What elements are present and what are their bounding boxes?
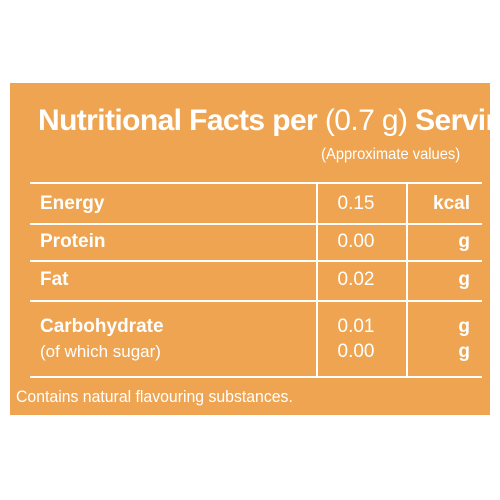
- nutrient-value: 0.00: [337, 341, 375, 362]
- nutrition-facts-panel: Nutritional Facts per (0.7 g) Serving (A…: [10, 83, 500, 415]
- table-bottom-rule: [30, 376, 482, 378]
- nutrient-unit: g: [458, 269, 470, 290]
- title-serving-size: (0.7 g): [324, 104, 408, 137]
- column-divider: [316, 182, 318, 378]
- row-divider: [30, 223, 482, 225]
- nutrient-name: Carbohydrate: [40, 316, 164, 337]
- row-divider: [30, 300, 482, 302]
- row-divider: [30, 260, 482, 262]
- title-serving: Serving: [415, 104, 500, 137]
- footer-note: Contains natural flavouring substances.: [16, 387, 293, 406]
- nutrient-name: Energy: [40, 193, 105, 214]
- nutrient-unit: g: [458, 316, 470, 337]
- nutrient-unit: g: [458, 341, 470, 362]
- title-main: Nutritional Facts per: [38, 104, 318, 137]
- nutrient-value: 0.02: [337, 269, 375, 290]
- nutrient-name: Fat: [40, 269, 69, 290]
- nutrient-unit: g: [458, 231, 470, 252]
- nutrient-value: 0.01: [337, 316, 375, 337]
- nutrition-title: Nutritional Facts per (0.7 g) Serving: [38, 104, 500, 137]
- nutrient-value: 0.00: [337, 231, 375, 252]
- nutrient-unit: kcal: [433, 193, 470, 214]
- nutrient-subname: (of which sugar): [40, 342, 161, 361]
- nutrient-value: 0.15: [337, 193, 375, 214]
- nutrition-subtitle: (Approximate values): [320, 146, 460, 163]
- table-top-rule: [30, 182, 482, 184]
- nutrient-name: Protein: [40, 231, 106, 252]
- column-divider: [406, 182, 408, 378]
